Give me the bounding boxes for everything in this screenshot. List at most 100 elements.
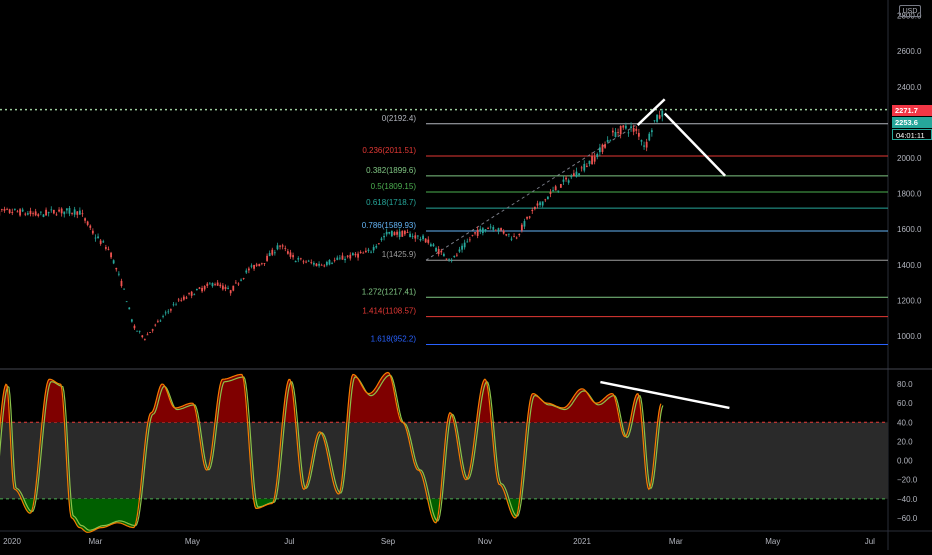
candle-body [323,266,325,267]
candle-body [178,300,180,301]
candle-body [342,256,344,260]
candle-body [284,248,286,249]
fib-level-label: 1(1425.9) [382,250,417,259]
currency-badge[interactable]: USD [899,5,921,17]
candle-body [370,252,372,253]
fib-level-label: 0.5(1809.15) [371,182,417,191]
osc-tick-label: 20.0 [897,437,913,446]
price-tick-label: 2000.0 [897,154,922,163]
candle-body [620,126,622,134]
candle-body [607,140,609,142]
candle-body [326,262,328,265]
candle-body [448,259,450,260]
candle-body [154,325,156,326]
candle-body [344,259,346,260]
fib-level-label: 0.618(1718.7) [366,198,416,207]
candle-body [199,287,201,288]
candle-body [427,240,429,243]
candle-body [505,234,507,235]
candle-body [557,191,559,192]
candle-body [383,236,385,237]
candle-body [66,208,68,210]
candle-body [539,202,541,205]
candle-body [258,264,260,266]
candle-body [196,289,198,290]
candle-body [235,283,237,284]
candle-body [63,211,65,214]
candle-body [92,231,94,234]
time-tick-label: Nov [478,537,492,546]
osc-tick-label: −60.0 [897,514,918,523]
candle-body [6,209,8,210]
candle-body [69,208,71,214]
candle-body [638,133,640,137]
candle-body [555,186,557,190]
candle-body [550,192,552,194]
candle-body [477,230,479,236]
candle-body [430,244,432,246]
candle-body [238,284,240,285]
candle-body [602,145,604,152]
candle-body [482,228,484,233]
candle-body [45,210,47,216]
fib-level-label: 1.272(1217.41) [362,287,417,296]
candle-body [386,232,388,234]
candle-body [261,263,263,264]
candle-body [110,253,112,258]
candle-body [375,246,377,247]
candle-body [336,258,338,260]
candle-body [170,309,172,310]
candle-body [396,232,398,235]
candle-body [313,263,315,265]
candle-body [599,147,601,152]
candle-body [43,215,45,217]
candle-body [95,238,97,239]
candle-body [48,212,50,213]
candle-body [563,180,565,182]
candle-body [219,285,221,287]
candle-body [495,230,497,231]
candle-body [105,247,107,249]
candle-body [204,286,206,289]
candle-body [547,197,549,200]
candle-body [516,238,518,239]
candle-body [388,232,390,234]
candle-body [492,227,494,230]
close-price-tag: 2253.6 [892,117,932,128]
candle-body [232,286,234,291]
candle-body [474,232,476,233]
candle-body [578,173,580,175]
price-tick-label: 1800.0 [897,190,922,199]
candle-body [264,263,266,264]
fib-level-label: 0.382(1899.6) [366,166,416,175]
candle-body [329,260,331,264]
candle-body [71,213,73,214]
time-tick-label: Jul [284,537,294,546]
candle-body [188,293,190,294]
candle-body [544,199,546,200]
candle-body [409,234,411,237]
candle-body [360,252,362,253]
candle-body [485,229,487,231]
candle-body [641,140,643,141]
candle-body [630,126,632,127]
candle-body [656,115,658,122]
time-tick-label: Mar [669,537,683,546]
fib-level-label: 1.618(952.2) [371,335,417,344]
candle-body [461,246,463,250]
candle-body [87,222,89,225]
candle-body [521,225,523,231]
candle-body [648,134,650,141]
candle-body [503,231,505,234]
candle-body [654,120,656,121]
candle-body [126,301,128,302]
price-trendline [638,99,665,125]
candle-body [633,128,635,132]
candle-body [274,252,276,253]
candle-body [339,258,341,259]
candle-body [498,228,500,231]
candle-body [277,245,279,249]
candle-body [37,214,39,216]
